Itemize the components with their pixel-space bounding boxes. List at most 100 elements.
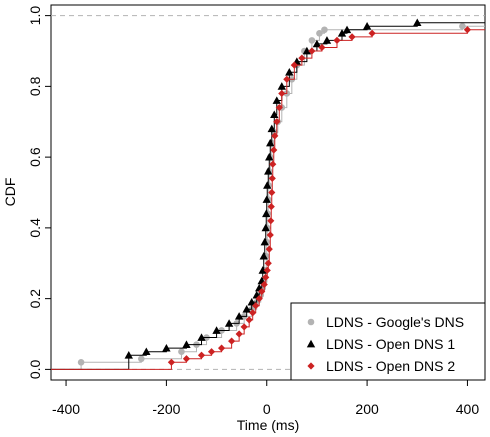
series-1-point-23 xyxy=(266,138,275,147)
series-2-point-5 xyxy=(217,344,226,352)
series-2 xyxy=(51,26,485,370)
legend-label-2: LDNS - Open DNS 2 xyxy=(326,358,455,374)
x-axis: -400 -200 0 200 400 xyxy=(52,380,479,417)
series-1-point-5 xyxy=(197,333,206,341)
series-2-point-24 xyxy=(269,160,277,168)
series-0-point-3 xyxy=(178,348,185,355)
series-1-point-33 xyxy=(337,29,347,37)
legend-marker-1 xyxy=(306,339,316,348)
x-tick-label-4: 400 xyxy=(456,401,480,417)
series-0-point-31 xyxy=(308,37,316,44)
series-2-point-34 xyxy=(318,43,326,52)
series-2-point-36 xyxy=(348,33,356,41)
series-1-point-6 xyxy=(212,326,221,334)
series-1-point-3 xyxy=(162,343,171,352)
series-2-point-6 xyxy=(228,337,236,345)
legend-marker-2 xyxy=(307,362,315,370)
series-1-point-27 xyxy=(277,82,286,90)
series-1-point-1 xyxy=(124,351,133,359)
legend-marker-0 xyxy=(307,318,315,326)
series-2-point-26 xyxy=(271,132,279,140)
y-axis: 0.0 0.2 0.4 0.6 0.8 1.0 xyxy=(27,6,51,379)
series-1-point-25 xyxy=(270,110,279,119)
series-2-point-12 xyxy=(255,295,263,303)
series-2-point-22 xyxy=(268,188,276,197)
series-2-point-25 xyxy=(270,146,278,154)
series-1-point-16 xyxy=(260,237,269,246)
y-axis-title: CDF xyxy=(2,178,18,207)
y-tick-label-0: 0.0 xyxy=(27,359,43,379)
legend-box xyxy=(290,302,486,381)
series-1-point-2 xyxy=(142,347,151,356)
series-2-point-20 xyxy=(267,217,275,225)
series-2-point-31 xyxy=(290,61,298,69)
series-1-point-15 xyxy=(259,251,268,260)
series-2-point-33 xyxy=(308,47,316,55)
series-2-point-13 xyxy=(258,287,266,296)
series-2-point-4 xyxy=(207,348,216,356)
legend-label-0: LDNS - Google's DNS xyxy=(326,314,464,330)
series-1-point-24 xyxy=(267,124,276,133)
series-1-point-32 xyxy=(322,36,332,44)
series-2-point-11 xyxy=(252,302,260,310)
series-2-point-9 xyxy=(245,316,253,324)
series-1-point-18 xyxy=(262,209,271,218)
series-2-point-10 xyxy=(249,309,257,317)
series-2-point-23 xyxy=(268,174,276,182)
y-tick-label-1: 0.2 xyxy=(27,289,43,309)
series-2-point-14 xyxy=(260,280,268,289)
series-1-point-26 xyxy=(272,96,281,104)
series-2-point-18 xyxy=(265,245,273,253)
series-0-point-32 xyxy=(316,30,323,37)
series-2-point-17 xyxy=(264,259,272,267)
series-1-point-35 xyxy=(362,22,372,30)
x-axis-title: Time (ms) xyxy=(237,417,299,433)
series-2-point-8 xyxy=(240,323,248,331)
series-0-point-1 xyxy=(77,359,85,366)
series-1-point-22 xyxy=(265,152,274,161)
series-2-point-1 xyxy=(167,358,176,366)
series-0-point-2 xyxy=(138,355,145,363)
series-2-point-2 xyxy=(182,355,191,363)
legend: LDNS - Google's DNS LDNS - Open DNS 1 LDNS… xyxy=(290,302,486,381)
series-2-point-3 xyxy=(197,351,206,359)
plot-frame xyxy=(50,4,486,381)
series-1-point-34 xyxy=(342,25,352,34)
series-1-point-19 xyxy=(262,195,271,203)
series-1-point-7 xyxy=(224,319,234,327)
series-1-point-14 xyxy=(258,266,267,274)
series-1-point-20 xyxy=(263,181,272,189)
series-2-point-37 xyxy=(368,29,376,37)
y-tick-label-3: 0.6 xyxy=(27,147,43,167)
y-tick-label-4: 0.8 xyxy=(27,76,43,96)
series-layer xyxy=(51,18,485,370)
series-1-point-21 xyxy=(264,167,273,175)
series-2-point-7 xyxy=(235,330,243,338)
y-tick-label-5: 1.0 xyxy=(27,6,43,26)
series-2-point-19 xyxy=(266,231,274,239)
x-tick-label-0: -400 xyxy=(52,401,80,417)
series-2-point-27 xyxy=(273,118,281,126)
series-1-point-17 xyxy=(261,223,270,232)
y-tick-label-2: 0.4 xyxy=(27,218,43,238)
series-2-point-30 xyxy=(283,75,291,83)
series-1-point-30 xyxy=(302,46,312,55)
series-1-point-36 xyxy=(413,18,422,27)
x-tick-label-3: 200 xyxy=(355,401,379,417)
series-2-point-16 xyxy=(263,266,271,274)
series-1-point-28 xyxy=(285,68,294,76)
series-1-point-9 xyxy=(242,305,251,313)
series-2-point-21 xyxy=(267,203,275,211)
series-2-point-29 xyxy=(278,89,286,98)
series-1-point-8 xyxy=(234,312,244,320)
series-2-point-38 xyxy=(463,26,472,34)
series-1-point-31 xyxy=(312,39,322,48)
x-tick-label-1: -200 xyxy=(152,401,180,417)
series-2-point-35 xyxy=(333,36,341,44)
series-1-point-4 xyxy=(182,340,191,348)
x-tick-label-2: 0 xyxy=(263,401,271,417)
series-2-point-15 xyxy=(262,273,270,282)
series-0-point-34 xyxy=(459,22,466,30)
series-1-point-10 xyxy=(247,297,256,306)
